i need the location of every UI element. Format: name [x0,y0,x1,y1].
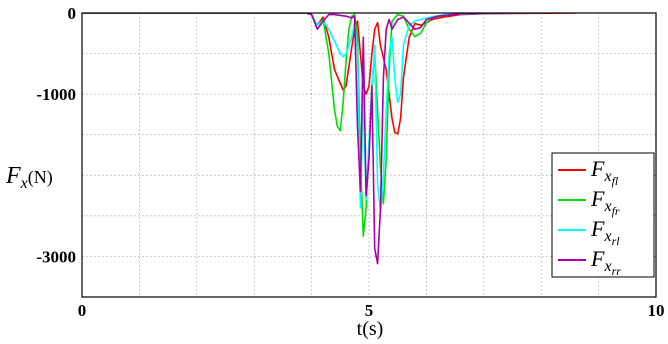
series-line-fl [82,13,576,135]
x-tick-label: 0 [78,301,87,320]
y-axis-label-sub: x [20,175,28,192]
y-axis-label-symbol: F [5,163,21,189]
legend-box [551,152,655,278]
y-axis-label-unit: (N) [28,167,53,188]
plot-frame [81,12,657,298]
y-tick-label: 0 [68,4,77,23]
tick-labels: 0 5 10 0 -1000 -3000 [36,4,664,320]
x-tick-label: 5 [365,301,374,320]
series-group [82,13,576,265]
legend-label-rr: Fxrr [590,246,621,278]
y-tick-label: -1000 [36,85,76,104]
y-axis-label: Fx(N) [5,163,53,192]
series-line-rr [82,13,542,265]
y-tick-label: -3000 [36,247,76,266]
legend-label-fl: Fxfl [590,156,619,188]
x-tick-label: 10 [648,301,665,320]
x-axis-label: t(s) [357,318,384,340]
svg-text:Fx(N): Fx(N) [5,163,53,192]
legend-label-rl: Fxrl [590,216,620,248]
legend-label-fr: Fxfr [590,186,620,218]
